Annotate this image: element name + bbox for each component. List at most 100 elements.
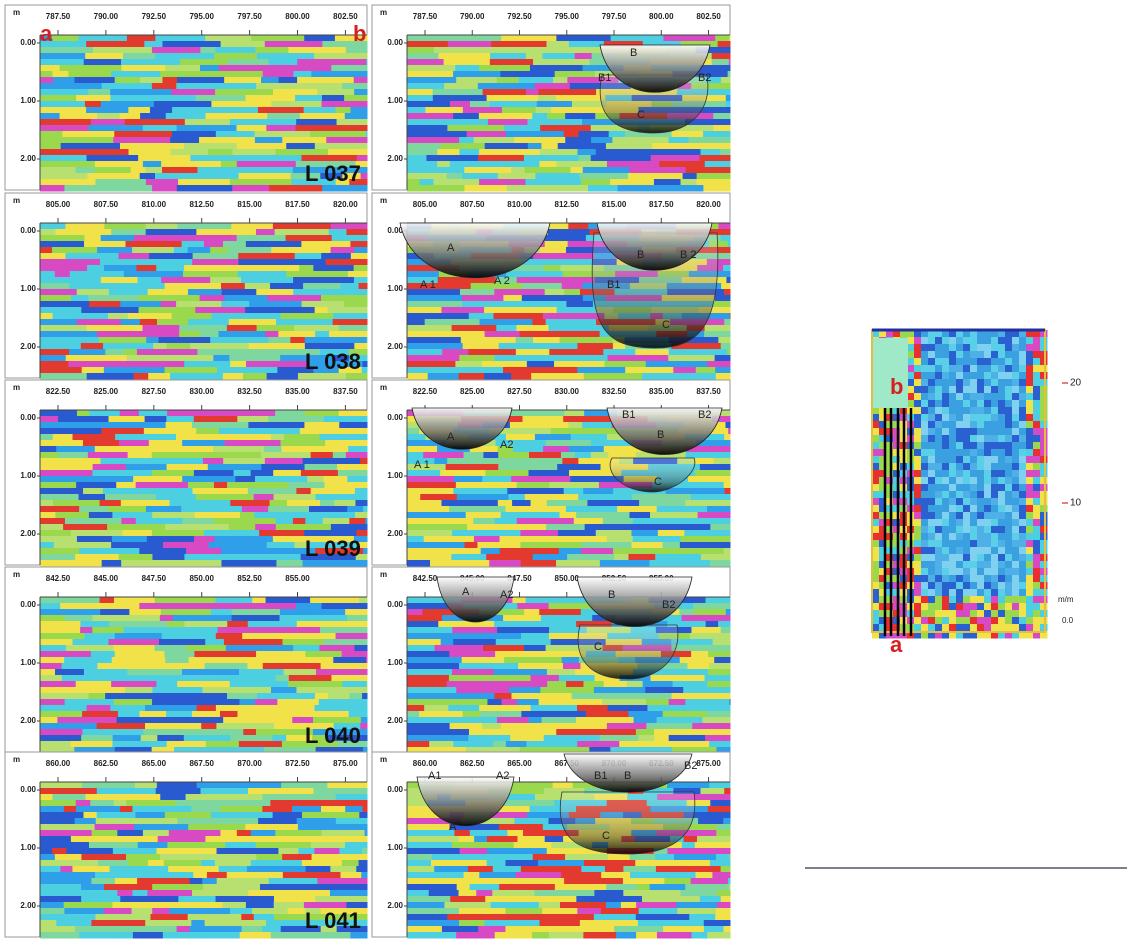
radargram-texture — [452, 842, 514, 849]
radargram-texture — [145, 167, 162, 174]
depth-unit: m — [13, 8, 20, 17]
radargram-texture — [188, 914, 242, 921]
radargram-texture — [40, 440, 83, 447]
map-texture — [1005, 610, 1013, 618]
radargram-texture — [151, 488, 193, 495]
radargram-texture — [40, 253, 66, 260]
map-texture — [998, 344, 1006, 352]
map-texture — [977, 484, 985, 492]
radargram-texture — [219, 65, 276, 72]
radargram-texture — [407, 77, 457, 84]
map-texture — [956, 428, 964, 436]
radargram-texture — [424, 536, 475, 543]
x-tick-label: 805.00 — [413, 200, 438, 209]
radargram-texture — [724, 319, 730, 326]
radargram-texture — [511, 782, 553, 789]
radargram-texture — [677, 908, 716, 915]
radargram-texture — [464, 185, 507, 192]
radargram-texture — [697, 173, 731, 180]
radargram-texture — [40, 446, 57, 453]
radargram-texture — [240, 932, 272, 939]
map-texture — [921, 617, 929, 625]
x-tick-label: 842.50 — [46, 574, 71, 583]
radargram-texture — [340, 283, 359, 290]
map-texture — [984, 561, 992, 569]
radargram-texture — [323, 800, 367, 807]
radargram-texture — [657, 932, 692, 939]
radargram-texture — [81, 422, 119, 429]
radargram-texture — [182, 440, 225, 447]
radargram-texture — [434, 47, 477, 54]
map-texture — [1040, 498, 1048, 506]
map-texture — [956, 449, 964, 457]
radargram-texture — [577, 149, 596, 156]
map-texture — [1005, 428, 1013, 436]
depth-tick-label: 1.00 — [20, 471, 36, 480]
radargram-texture — [635, 349, 669, 356]
radargram-texture — [560, 337, 613, 344]
radargram-texture — [311, 452, 334, 459]
radargram-texture — [92, 470, 152, 477]
radargram-texture — [494, 355, 548, 362]
map-texture — [1012, 400, 1020, 408]
map-texture — [914, 477, 922, 485]
radargram-texture — [627, 681, 643, 688]
radargram-texture — [40, 47, 60, 54]
map-texture — [970, 554, 978, 562]
map-texture — [998, 421, 1006, 429]
map-texture — [1005, 491, 1013, 499]
radargram-texture — [88, 173, 141, 180]
radargram-texture — [463, 711, 481, 718]
radargram-texture — [407, 530, 452, 537]
radargram-texture — [522, 295, 583, 302]
map-texture — [1033, 386, 1041, 394]
radargram-texture — [170, 355, 214, 362]
radargram-texture — [282, 137, 295, 144]
radargram-texture — [40, 89, 89, 96]
map-texture — [914, 617, 922, 625]
radargram-texture — [709, 741, 730, 748]
radargram-texture — [40, 681, 76, 688]
radargram-texture — [540, 149, 578, 156]
radargram-texture — [509, 494, 526, 501]
radargram-texture — [40, 295, 72, 302]
map-texture — [998, 449, 1006, 457]
map-texture — [935, 575, 943, 583]
radargram-texture — [507, 524, 546, 531]
radargram-texture — [583, 167, 630, 174]
radargram-texture — [721, 627, 731, 634]
map-texture — [1019, 596, 1027, 604]
map-texture — [1026, 379, 1034, 387]
radargram-texture — [126, 241, 183, 248]
radargram-texture — [363, 705, 367, 712]
radargram-texture — [321, 253, 351, 260]
radargram-texture — [237, 711, 288, 718]
depth-tick-label: 0.00 — [20, 785, 36, 794]
radargram-texture — [639, 735, 655, 742]
map-texture — [949, 407, 957, 415]
radargram-texture — [407, 271, 439, 278]
radargram-panel: m0.001.002.00805.00807.50810.00812.50815… — [372, 193, 731, 380]
radargram-texture — [331, 675, 367, 682]
radargram-texture — [105, 494, 156, 501]
map-texture — [963, 491, 971, 499]
map-texture — [942, 393, 950, 401]
radargram-texture — [202, 878, 217, 885]
x-tick-label: 790.00 — [460, 12, 485, 21]
map-texture — [998, 624, 1006, 632]
radargram-texture — [227, 482, 289, 489]
x-tick-label: 832.50 — [602, 387, 627, 396]
radargram-texture — [40, 645, 66, 652]
map-texture — [921, 491, 929, 499]
map-texture — [984, 400, 992, 408]
radargram-texture — [559, 536, 607, 543]
radargram-texture — [112, 512, 152, 519]
radargram-texture — [245, 307, 261, 314]
radargram-texture — [524, 155, 579, 162]
radargram-texture — [637, 884, 650, 891]
x-tick-label: 845.00 — [94, 574, 119, 583]
map-texture — [1033, 379, 1041, 387]
depth-tick-label: 2.00 — [20, 716, 36, 725]
radargram-texture — [684, 530, 730, 537]
radargram-texture — [84, 669, 128, 676]
